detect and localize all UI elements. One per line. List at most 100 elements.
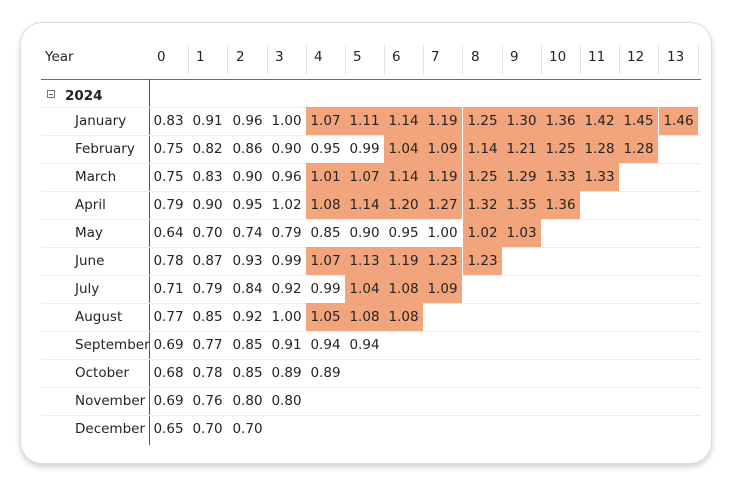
column-separator	[698, 45, 699, 75]
column-header[interactable]: 11	[588, 49, 606, 65]
column-separator	[267, 45, 268, 75]
value-cell: 1.23	[423, 247, 462, 275]
column-header[interactable]: 13	[667, 49, 685, 65]
value-cell: 0.70	[232, 421, 263, 437]
value-cell: 1.07	[306, 107, 345, 135]
group-row-label[interactable]: 2024	[65, 88, 103, 104]
row-separator	[41, 135, 701, 136]
value-cell: 0.75	[153, 141, 184, 157]
value-cell: 0.85	[310, 225, 341, 241]
value-cell: 1.29	[502, 163, 541, 191]
row-label[interactable]: April	[75, 197, 106, 213]
value-cell: 0.70	[192, 421, 223, 437]
row-label[interactable]: February	[75, 141, 135, 157]
value-cell: 0.83	[192, 169, 223, 185]
row-header-label[interactable]: Year	[45, 49, 74, 65]
column-header[interactable]: 1	[196, 49, 205, 65]
value-cell: 1.25	[463, 163, 502, 191]
column-header[interactable]: 0	[157, 49, 166, 65]
value-cell: 1.08	[384, 275, 423, 303]
value-cell: 1.36	[541, 107, 580, 135]
value-cell: 0.86	[232, 141, 263, 157]
matrix-card: Year 0 1 2 3 4 5 6 7 8 9 10 11 12 13 2024 January 0.83 0.9…	[20, 22, 712, 464]
value-cell: 0.69	[153, 337, 184, 353]
value-cell: 0.96	[232, 113, 263, 129]
value-cell: 1.14	[463, 135, 502, 163]
value-cell: 1.25	[463, 107, 502, 135]
row-label[interactable]: September	[75, 337, 150, 353]
column-header[interactable]: 8	[471, 49, 480, 65]
value-cell: 1.09	[423, 135, 462, 163]
value-cell: 0.83	[153, 113, 184, 129]
value-cell: 1.05	[306, 303, 345, 331]
value-cell: 1.14	[345, 191, 384, 219]
value-cell: 1.32	[463, 191, 502, 219]
row-separator	[41, 331, 701, 332]
value-cell: 1.36	[541, 191, 580, 219]
value-cell: 0.90	[349, 225, 380, 241]
value-cell: 1.35	[502, 191, 541, 219]
value-cell: 1.28	[619, 135, 658, 163]
value-cell: 1.14	[384, 107, 423, 135]
value-cell: 0.77	[153, 309, 184, 325]
value-cell: 0.90	[232, 169, 263, 185]
value-cell: 1.27	[423, 191, 462, 219]
column-header[interactable]: 3	[275, 49, 284, 65]
value-cell: 0.80	[232, 393, 263, 409]
column-header[interactable]: 12	[627, 49, 645, 65]
row-label[interactable]: January	[75, 113, 127, 129]
value-cell: 0.85	[232, 365, 263, 381]
row-label[interactable]: November	[75, 393, 146, 409]
row-label[interactable]: July	[75, 281, 100, 297]
value-cell: 1.46	[659, 107, 698, 135]
value-cell: 0.91	[192, 113, 223, 129]
column-separator	[384, 45, 385, 75]
value-cell: 0.94	[310, 337, 341, 353]
value-cell: 1.28	[580, 135, 619, 163]
column-separator	[580, 45, 581, 75]
row-label[interactable]: March	[75, 169, 117, 185]
value-cell: 0.79	[271, 225, 302, 241]
row-label[interactable]: May	[75, 225, 103, 241]
row-separator	[41, 359, 701, 360]
value-cell: 1.33	[541, 163, 580, 191]
value-cell: 1.08	[384, 303, 423, 331]
column-header[interactable]: 6	[392, 49, 401, 65]
collapse-icon[interactable]	[47, 90, 55, 98]
column-header[interactable]: 2	[236, 49, 245, 65]
value-cell: 1.25	[541, 135, 580, 163]
column-header[interactable]: 4	[314, 49, 323, 65]
value-cell: 1.04	[384, 135, 423, 163]
column-separator	[188, 45, 189, 75]
row-label[interactable]: August	[75, 309, 123, 325]
column-separator	[227, 45, 228, 75]
value-cell: 0.99	[271, 253, 302, 269]
value-cell: 0.82	[192, 141, 223, 157]
value-cell: 1.04	[345, 275, 384, 303]
row-label[interactable]: June	[75, 253, 105, 269]
column-header[interactable]: 7	[431, 49, 440, 65]
value-cell: 0.80	[271, 393, 302, 409]
column-header[interactable]: 9	[510, 49, 519, 65]
value-cell: 1.13	[345, 247, 384, 275]
value-cell: 1.01	[306, 163, 345, 191]
row-label[interactable]: October	[75, 365, 130, 381]
value-cell: 1.19	[384, 247, 423, 275]
value-cell: 0.89	[271, 365, 302, 381]
value-cell: 0.64	[153, 225, 184, 241]
value-cell: 1.03	[502, 219, 541, 247]
value-cell: 0.77	[192, 337, 223, 353]
column-header[interactable]: 10	[549, 49, 567, 65]
value-cell: 1.23	[463, 247, 502, 275]
value-cell: 0.79	[192, 281, 223, 297]
value-cell: 0.92	[271, 281, 302, 297]
value-cell: 1.02	[463, 219, 502, 247]
value-cell: 0.84	[232, 281, 263, 297]
value-cell: 0.99	[349, 141, 380, 157]
row-label[interactable]: December	[75, 421, 146, 437]
value-cell: 0.78	[192, 365, 223, 381]
column-header[interactable]: 5	[353, 49, 362, 65]
value-cell: 1.00	[271, 309, 302, 325]
value-cell: 1.00	[271, 113, 302, 129]
value-cell: 0.69	[153, 393, 184, 409]
